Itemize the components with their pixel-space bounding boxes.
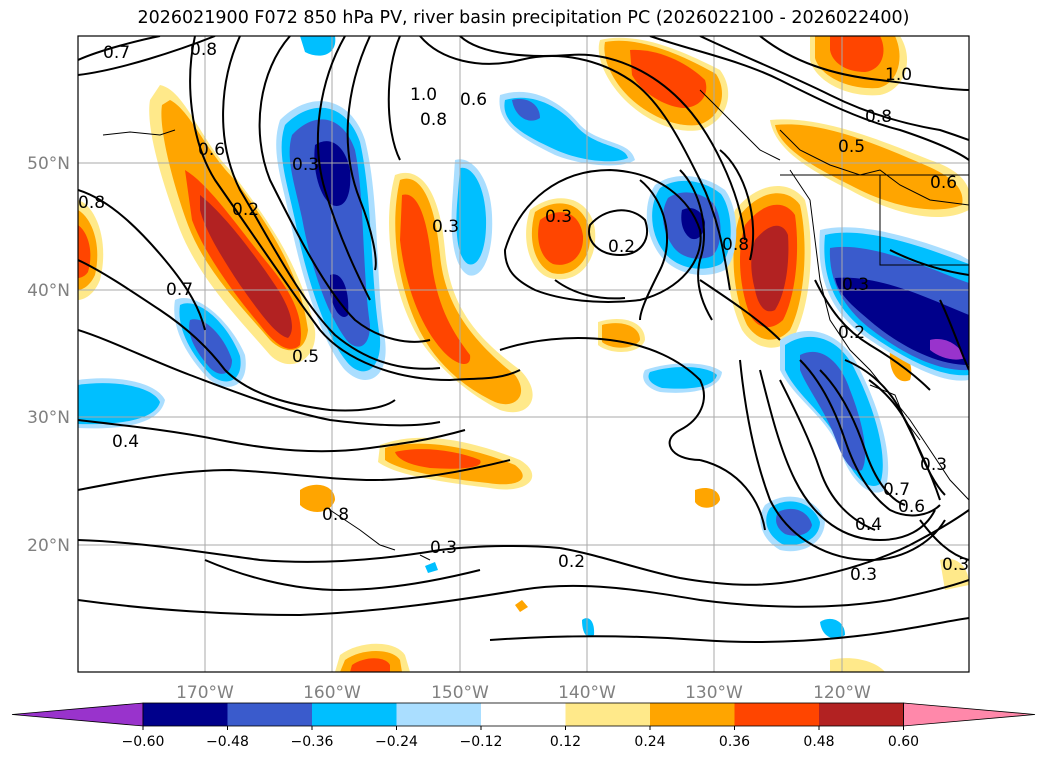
contour-label: 0.3 — [545, 207, 572, 227]
contour-label: 0.5 — [292, 347, 319, 367]
negative-anomaly-areas — [78, 36, 969, 639]
contour-label: 0.3 — [920, 455, 947, 475]
colorbar-tick-label: −0.24 — [375, 734, 418, 750]
contour-label: 0.8 — [865, 107, 892, 127]
colorbar-segment — [227, 703, 313, 726]
contour-label: 0.7 — [166, 280, 193, 300]
colorbar-tick-label: 0.12 — [550, 734, 581, 750]
colorbar-segment — [143, 703, 228, 726]
lon-label: 170°W — [176, 683, 234, 703]
colorbar-tick-label: −0.12 — [460, 734, 503, 750]
coastlines — [102, 89, 969, 561]
pv-contours — [78, 36, 969, 643]
contour-label: 0.6 — [198, 140, 225, 160]
lat-label: 50°N — [27, 154, 70, 174]
colorbar-tick-label: 0.48 — [803, 734, 834, 750]
lon-label: 140°W — [558, 683, 616, 703]
contour-label: 0.2 — [838, 323, 865, 343]
colorbar-tick-label: −0.36 — [291, 734, 334, 750]
contour-label: 0.4 — [112, 432, 139, 452]
colorbar-tick-label: 0.36 — [719, 734, 750, 750]
contour-label: 0.2 — [232, 200, 259, 220]
colorbar-frame — [142, 702, 904, 727]
contour-label: 0.7 — [103, 43, 130, 63]
contour-label: 0.3 — [850, 565, 877, 585]
colorbar-segment — [734, 703, 820, 726]
contour-label: 0.8 — [722, 235, 749, 255]
colorbar-segment — [396, 703, 482, 726]
contour-label: 0.3 — [432, 217, 459, 237]
lat-label: 20°N — [27, 536, 70, 556]
latitude-labels: 50°N 40°N 30°N 20°N — [27, 154, 70, 556]
contour-label: 1.0 — [885, 65, 912, 85]
lat-label: 40°N — [27, 281, 70, 301]
lon-label: 160°W — [303, 683, 361, 703]
contour-label: 0.6 — [460, 90, 487, 110]
colorbar: −0.60 −0.48 −0.36 −0.24 −0.12 0.12 0.24 0.36 0.4… — [11, 702, 1036, 750]
contour-label: 0.5 — [838, 137, 865, 157]
contour-label: 0.2 — [558, 552, 585, 572]
contour-label: 1.0 — [410, 85, 437, 105]
lat-label: 30°N — [27, 408, 70, 428]
longitude-labels: 170°W 160°W 150°W 140°W 130°W 120°W — [176, 683, 871, 703]
contour-label: 0.8 — [78, 193, 105, 213]
contour-label: 0.8 — [420, 110, 447, 130]
contour-label: 0.3 — [292, 155, 319, 175]
contour-label: 0.8 — [322, 505, 349, 525]
colorbar-segment — [565, 703, 651, 726]
map-title: 2026021900 F072 850 hPa PV, river basin … — [137, 8, 910, 28]
map-frame — [77, 35, 970, 673]
colorbar-tick-label: 0.24 — [634, 734, 665, 750]
colorbar-extend-max — [903, 702, 1036, 727]
contour-label: 0.6 — [898, 497, 925, 517]
lon-label: 120°W — [813, 683, 871, 703]
lon-label: 150°W — [431, 683, 489, 703]
graticule — [78, 36, 969, 672]
colorbar-segment — [650, 703, 735, 726]
contour-label: 0.3 — [430, 538, 457, 558]
colorbar-extend-min — [11, 702, 144, 727]
colorbar-segment — [481, 703, 566, 726]
colorbar-segment — [312, 703, 397, 726]
lon-label: 130°W — [685, 683, 743, 703]
contour-label: 0.7 — [883, 480, 910, 500]
colorbar-tick-label: 0.60 — [888, 734, 919, 750]
colorbar-tick-label: −0.48 — [206, 734, 249, 750]
contour-label: 0.6 — [930, 173, 957, 193]
contour-label: 0.4 — [855, 515, 882, 535]
contour-label-group: 0.7 0.8 0.6 0.8 1.0 0.8 0.6 1.0 0.8 0.5 … — [78, 40, 969, 585]
contour-label: 0.2 — [608, 237, 635, 257]
contour-label: 0.8 — [190, 40, 217, 60]
contour-label: 0.3 — [842, 275, 869, 295]
colorbar-tick-label: −0.60 — [122, 734, 165, 750]
contour-label: 0.3 — [942, 555, 969, 575]
colorbar-segment — [819, 703, 904, 726]
